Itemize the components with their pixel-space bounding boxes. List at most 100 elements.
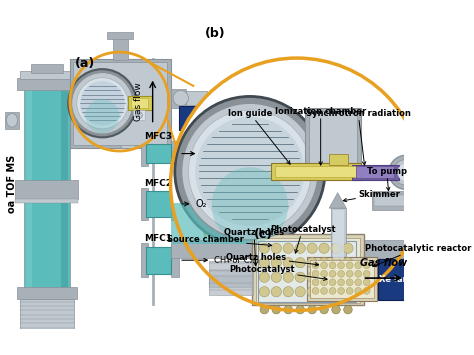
Circle shape <box>343 286 353 297</box>
Bar <box>171 203 247 244</box>
Circle shape <box>329 279 336 286</box>
Bar <box>26 88 32 289</box>
Circle shape <box>173 91 189 106</box>
Circle shape <box>259 258 270 268</box>
Circle shape <box>307 286 317 297</box>
Circle shape <box>136 112 142 119</box>
Bar <box>31 64 63 72</box>
Bar <box>252 234 364 305</box>
Circle shape <box>363 279 370 286</box>
Bar <box>305 108 361 180</box>
Circle shape <box>319 286 329 297</box>
Text: Quartz holes: Quartz holes <box>227 252 319 266</box>
Circle shape <box>393 159 419 185</box>
Circle shape <box>271 272 282 282</box>
Circle shape <box>260 305 269 314</box>
Circle shape <box>363 262 370 269</box>
Bar <box>141 141 148 166</box>
Bar <box>172 141 179 166</box>
Circle shape <box>295 272 305 282</box>
Text: Synchrotron radiation: Synchrotron radiation <box>306 109 410 165</box>
Circle shape <box>329 271 336 277</box>
Bar <box>309 111 357 176</box>
Circle shape <box>343 243 353 253</box>
Bar <box>356 166 394 178</box>
Circle shape <box>259 286 270 297</box>
Text: Quartz holes: Quartz holes <box>224 228 284 266</box>
Bar <box>70 59 171 148</box>
Bar <box>363 269 405 286</box>
Bar <box>271 163 361 180</box>
Bar <box>331 208 346 259</box>
Bar <box>363 272 405 277</box>
Circle shape <box>211 167 288 244</box>
Circle shape <box>320 288 328 294</box>
Bar <box>128 97 152 110</box>
Bar <box>15 180 79 199</box>
Bar <box>141 188 148 220</box>
Circle shape <box>85 99 119 133</box>
Bar <box>20 71 73 78</box>
Bar <box>171 89 186 108</box>
Bar <box>172 188 179 220</box>
Text: CH₄ or C₂H₆: CH₄ or C₂H₆ <box>182 256 263 265</box>
Circle shape <box>77 78 128 129</box>
Bar <box>108 32 133 39</box>
Bar <box>310 260 374 298</box>
Circle shape <box>319 272 329 282</box>
Text: Gas flow: Gas flow <box>360 258 407 268</box>
Circle shape <box>329 288 336 294</box>
Text: Photocatalyst: Photocatalyst <box>270 225 336 253</box>
Circle shape <box>272 305 281 314</box>
Bar <box>146 191 172 217</box>
Circle shape <box>319 243 329 253</box>
Circle shape <box>283 272 293 282</box>
Bar <box>186 91 207 105</box>
Bar <box>333 210 344 259</box>
Circle shape <box>319 258 329 268</box>
Text: (a): (a) <box>75 58 95 70</box>
Circle shape <box>171 58 423 311</box>
Circle shape <box>331 286 341 297</box>
Text: Source chamber: Source chamber <box>167 235 272 247</box>
Circle shape <box>337 262 345 269</box>
Bar <box>209 272 256 277</box>
Circle shape <box>307 258 317 268</box>
Text: Photocatalytic reactor: Photocatalytic reactor <box>365 244 471 267</box>
Circle shape <box>320 279 328 286</box>
Circle shape <box>312 262 319 269</box>
Bar <box>5 112 19 129</box>
Text: Gas flow: Gas flow <box>134 82 143 121</box>
Circle shape <box>259 272 270 282</box>
Bar <box>172 243 179 277</box>
Bar <box>24 86 70 291</box>
Circle shape <box>337 288 345 294</box>
Text: O₂: O₂ <box>182 199 207 209</box>
Circle shape <box>271 286 282 297</box>
Circle shape <box>332 305 340 314</box>
Bar <box>131 98 148 108</box>
Circle shape <box>355 279 362 286</box>
Bar <box>62 88 68 289</box>
Bar <box>121 86 135 148</box>
Circle shape <box>271 243 282 253</box>
Circle shape <box>307 243 317 253</box>
Circle shape <box>329 262 336 269</box>
Circle shape <box>312 279 319 286</box>
Text: To pump: To pump <box>367 167 407 191</box>
Circle shape <box>363 288 370 294</box>
Circle shape <box>175 97 325 246</box>
Text: Ionization chamber: Ionization chamber <box>275 107 366 165</box>
Bar <box>17 78 77 89</box>
Circle shape <box>346 262 353 269</box>
Bar <box>352 165 399 180</box>
Circle shape <box>331 272 341 282</box>
Circle shape <box>320 271 328 277</box>
Polygon shape <box>329 193 346 208</box>
Circle shape <box>271 258 282 268</box>
Circle shape <box>346 279 353 286</box>
Circle shape <box>296 305 304 314</box>
Bar <box>275 165 356 178</box>
Text: MFC3: MFC3 <box>145 132 173 141</box>
Text: (c): (c) <box>254 228 273 241</box>
